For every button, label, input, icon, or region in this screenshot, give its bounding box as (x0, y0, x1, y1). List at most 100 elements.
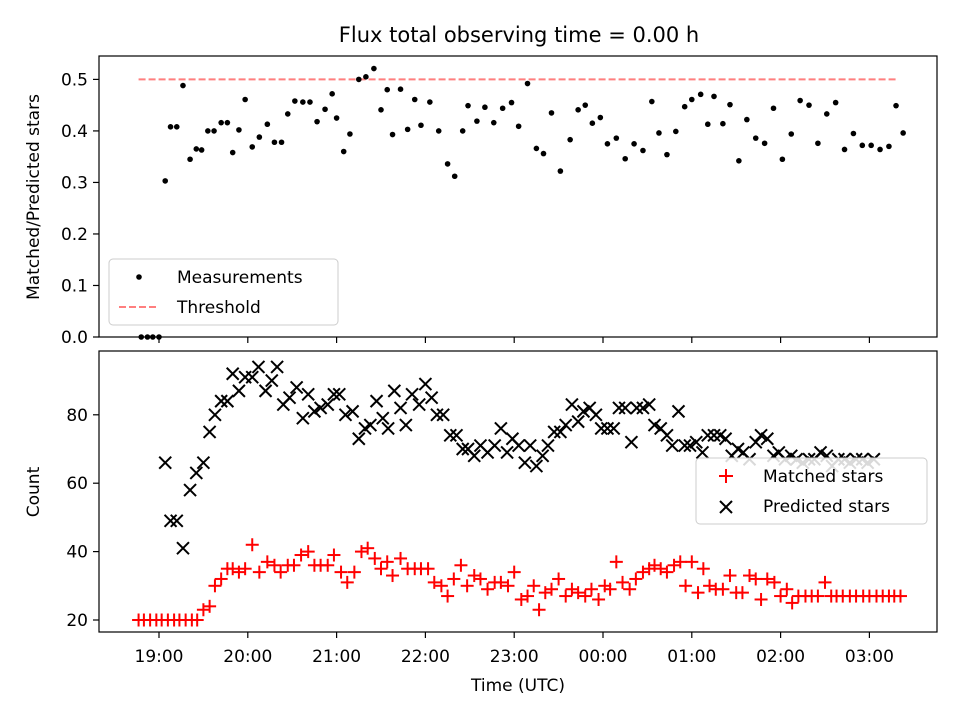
predicted-star-point (387, 384, 402, 398)
measurement-point (389, 131, 396, 138)
measurement-point (524, 80, 531, 87)
matched-star-point (538, 586, 552, 600)
measurement-point (198, 147, 205, 153)
measurement-point (333, 115, 340, 121)
measurement-point (173, 123, 180, 130)
predicted-star-point (523, 438, 537, 453)
matched-star-point (667, 558, 681, 572)
top-legend: Measurements Threshold (108, 258, 339, 326)
bottom-panel: 20 40 60 80 19:00 20:00 21:00 22:00 23:00 00:00 0… (24, 350, 938, 696)
predicted-star-point (424, 390, 439, 405)
predicted-star-point (553, 425, 568, 439)
predicted-star-point (327, 387, 341, 401)
measurement-point (832, 99, 839, 106)
measurement-point (841, 146, 848, 153)
measurement-point (597, 114, 604, 121)
predicted-star-point (176, 541, 190, 555)
x-tick-label: 20:00 (223, 647, 272, 667)
top-y-tick-label: 0.1 (61, 276, 88, 296)
matched-star-point (467, 569, 481, 583)
predicted-star-point (258, 384, 273, 398)
predicted-star-point (642, 397, 656, 412)
matched-star-point (473, 572, 487, 586)
matched-star-point (565, 582, 579, 596)
matched-star-point (673, 555, 687, 569)
matched-star-point (203, 599, 217, 613)
measurement-point (378, 106, 384, 113)
matched-star-point (893, 589, 907, 603)
legend-label-matched-stars: Matched stars (763, 467, 883, 487)
measurement-point (187, 156, 193, 163)
predicted-star-point (558, 418, 573, 432)
predicted-star-point (754, 428, 768, 443)
matched-star-point (636, 565, 650, 579)
predicted-star-point (813, 445, 828, 460)
predicted-star-point (405, 387, 419, 401)
predicted-star-point (689, 435, 703, 449)
measurement-point (435, 128, 442, 134)
predicted-star-point (418, 377, 433, 391)
matched-star-point (447, 572, 461, 586)
measurement-point (859, 142, 866, 149)
matched-star-point (552, 572, 566, 586)
measurement-point (656, 130, 662, 136)
matched-star-point (532, 603, 546, 617)
measurement-point (567, 136, 573, 143)
predicted-star-point (232, 384, 246, 398)
predicted-star-point (660, 428, 674, 443)
measurement-point (736, 158, 742, 164)
matched-star-point (767, 575, 781, 589)
matched-star-point (427, 575, 441, 589)
measurement-point (236, 127, 242, 133)
predicted-star-point (529, 459, 544, 473)
measurement-point (797, 97, 803, 104)
measurement-point (278, 139, 285, 146)
measurement-point (631, 141, 637, 147)
predicted-star-point (535, 449, 550, 463)
top-y-tick-label: 0.0 (61, 328, 88, 348)
x-tick-label: 19:00 (135, 647, 184, 667)
x-tick-label: 21:00 (312, 647, 361, 667)
top-y-axis-label: Matched/Predicted stars (24, 94, 44, 300)
chart-title: Flux total observing time = 0.00 h (339, 23, 699, 47)
measurement-point (465, 102, 471, 109)
measurement-point (548, 110, 555, 116)
measurement-point (689, 96, 695, 103)
top-x-ticks (158, 337, 871, 343)
measurement-point (490, 119, 497, 126)
predicted-star-point (618, 401, 632, 415)
measurement-point (575, 106, 581, 113)
measurement-point (815, 140, 821, 147)
matched-star-point (584, 582, 598, 596)
measurement-point (411, 96, 418, 103)
predicted-star-point (393, 401, 408, 415)
measurement-point (508, 99, 515, 106)
matched-star-point (232, 565, 246, 579)
matched-star-point (735, 586, 749, 600)
measurement-point (900, 130, 906, 136)
predicted-star-point (289, 380, 304, 395)
predicted-star-point (449, 428, 464, 443)
measurement-point (720, 120, 726, 127)
predicted-star-point (671, 404, 686, 419)
predicted-star-point (612, 401, 626, 415)
predicted-star-point (214, 394, 228, 408)
matched-star-point (340, 575, 354, 589)
predicted-star-point (163, 514, 178, 528)
predicted-star-point (576, 404, 591, 419)
matched-star-point (245, 538, 259, 552)
measurement-point (681, 103, 688, 110)
matched-star-point (294, 548, 308, 562)
matched-star-point (260, 555, 274, 569)
predicted-star-point (511, 438, 526, 453)
predicted-star-point (313, 401, 328, 415)
predicted-star-point (636, 401, 650, 415)
measurement-point (459, 128, 466, 134)
top-y-tick-label: 0.2 (61, 225, 88, 245)
predicted-star-point (170, 514, 184, 528)
measurement-point (515, 123, 522, 130)
predicted-star-point (677, 438, 692, 453)
measurement-point (292, 98, 298, 104)
matched-star-point (514, 592, 528, 606)
matched-star-point (578, 589, 592, 603)
